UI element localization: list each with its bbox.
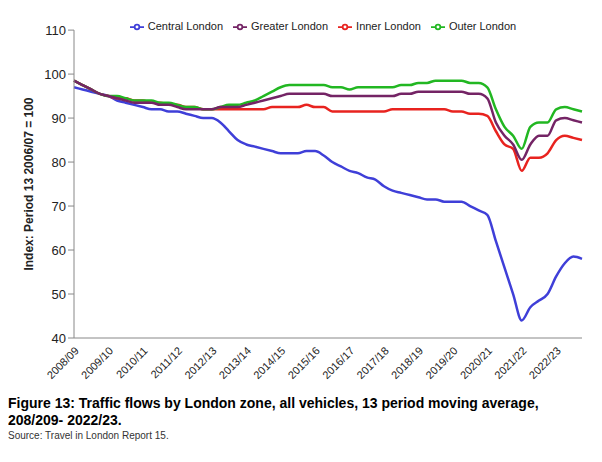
html-text:Inner London: Inner London [356,20,421,32]
svg-text:2020/21: 2020/21 [458,344,495,381]
svg-text:2014/15: 2014/15 [251,344,288,381]
svg-text:40: 40 [52,331,66,346]
html-text:Figure 13: Traffic flows by Lo: Figure 13: Traffic flows by London zone,… [8,395,539,428]
svg-text:2013/14: 2013/14 [217,344,254,381]
svg-text:2016/17: 2016/17 [320,344,357,381]
svg-text:110: 110 [45,23,66,38]
svg-text:2015/16: 2015/16 [285,344,322,381]
html-text:Source: Travel in London Repor: Source: Travel in London Report 15. [8,430,169,441]
svg-text:Index: Period 13 2006/07 = 100: Index: Period 13 2006/07 = 100 [22,97,36,270]
svg-text:2017/18: 2017/18 [354,344,391,381]
svg-text:2021/22: 2021/22 [492,344,529,381]
svg-text:2018/19: 2018/19 [389,344,426,381]
svg-text:2010/11: 2010/11 [114,344,150,380]
svg-text:60: 60 [52,243,66,258]
svg-text:2009/10: 2009/10 [79,344,116,381]
html-text:Greater London: Greater London [251,20,329,32]
svg-text:2022/23: 2022/23 [527,344,564,381]
svg-text:2019/20: 2019/20 [423,344,460,381]
svg-text:70: 70 [52,199,66,214]
svg-text:2012/13: 2012/13 [182,344,219,381]
svg-text:90: 90 [52,111,66,126]
svg-text:2011/12: 2011/12 [148,344,184,380]
svg-text:50: 50 [52,287,66,302]
svg-text:80: 80 [52,155,66,170]
html-text:Central London: Central London [147,20,223,32]
svg-text:2008/09: 2008/09 [44,344,81,381]
svg-text:100: 100 [44,67,66,82]
html-text:Outer London: Outer London [448,20,517,32]
